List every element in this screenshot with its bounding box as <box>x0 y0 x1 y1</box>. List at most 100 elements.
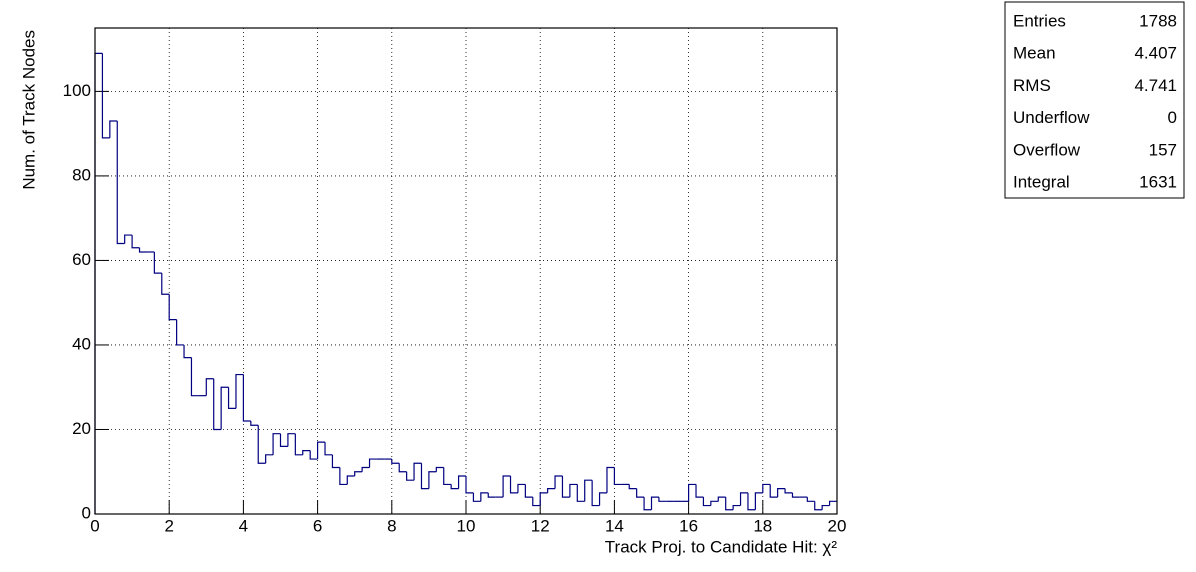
histogram-bin <box>777 488 786 498</box>
x-tick-label: 20 <box>828 516 847 535</box>
histogram-bin <box>576 484 585 502</box>
histogram-bin <box>406 471 415 481</box>
histogram-bin <box>628 484 637 490</box>
histogram-bin <box>220 386 229 430</box>
histogram-bin <box>272 433 281 455</box>
histogram-bin <box>168 294 177 321</box>
histogram-bin <box>725 497 734 511</box>
histogram-bin <box>346 475 355 485</box>
histogram-bin <box>584 479 593 502</box>
histogram-bin <box>710 500 719 506</box>
histogram-bin <box>131 235 140 249</box>
histogram-bin <box>109 120 118 138</box>
histogram-bin <box>391 459 400 464</box>
histogram-bin <box>828 500 837 506</box>
histogram-bin <box>279 433 288 447</box>
x-tick-label: 18 <box>753 516 772 535</box>
histogram-bin <box>294 433 303 456</box>
plot-frame <box>94 27 838 515</box>
x-tick-label: 8 <box>387 516 396 535</box>
y-axis-label: Num. of Track Nodes <box>19 30 38 190</box>
histogram-bin <box>420 463 429 490</box>
stats-value: 4.407 <box>1134 44 1177 63</box>
histogram-bin <box>472 492 481 502</box>
stats-value: 157 <box>1149 140 1177 159</box>
histogram-bin <box>509 475 518 494</box>
histogram-bin <box>554 475 563 489</box>
histogram-bin <box>465 475 474 494</box>
histogram-bin <box>502 475 511 498</box>
histogram-bin <box>257 425 266 464</box>
histogram-bin <box>524 484 533 498</box>
x-axis-label: Track Proj. to Candidate Hit: χ² <box>605 537 838 556</box>
stats-value: 0 <box>1168 108 1177 127</box>
histogram-bin <box>636 488 645 498</box>
histogram-bin <box>176 319 185 346</box>
histogram-bin <box>161 273 170 295</box>
histogram-bin <box>435 466 444 472</box>
y-tick-label: 80 <box>72 165 91 184</box>
histogram-bin <box>242 374 251 422</box>
histogram-bin <box>569 483 578 498</box>
histogram-bin <box>791 492 800 498</box>
y-tick-label: 0 <box>82 503 91 522</box>
histogram-bin <box>487 492 496 498</box>
histogram-bin <box>457 475 466 489</box>
histogram-bin <box>613 467 622 486</box>
histogram-bin <box>814 501 823 511</box>
x-tick-label: 0 <box>90 516 99 535</box>
histogram-bin <box>235 373 244 409</box>
x-tick-label: 14 <box>605 516 624 535</box>
histogram-bin <box>227 387 236 409</box>
histogram-bin <box>769 484 778 498</box>
histogram-bin <box>643 497 652 511</box>
x-tick-label: 6 <box>313 516 322 535</box>
histogram-bin <box>331 454 340 469</box>
histogram-bin <box>428 471 437 489</box>
histogram-bin <box>205 378 214 396</box>
stats-value: 4.741 <box>1134 76 1177 95</box>
histogram-bin <box>606 466 615 493</box>
histogram-bin <box>784 488 793 494</box>
stats-label: RMS <box>1013 76 1051 95</box>
y-tick-label: 100 <box>63 81 91 100</box>
histogram-bin <box>517 483 526 493</box>
histogram-bin <box>302 450 311 455</box>
histogram-bin <box>138 247 147 253</box>
y-tick-label: 60 <box>72 250 91 269</box>
histogram-bin <box>324 442 333 456</box>
x-tick-label: 10 <box>457 516 476 535</box>
stats-label: Entries <box>1013 11 1066 30</box>
histogram-bin <box>717 496 726 502</box>
histogram-bin <box>190 357 199 397</box>
histogram-bin <box>739 492 748 506</box>
histogram-bin <box>732 504 741 510</box>
x-tick-label: 4 <box>239 516 248 535</box>
histogram-bin <box>450 484 459 490</box>
histogram-bin <box>754 492 763 510</box>
histogram-bin <box>688 483 697 502</box>
stats-label: Underflow <box>1013 108 1090 127</box>
histogram-bin <box>317 441 326 460</box>
histogram-bin <box>532 497 541 507</box>
stats-label: Integral <box>1013 172 1070 191</box>
histogram-bin <box>309 450 318 460</box>
histogram-bin <box>821 504 830 510</box>
histogram-bin <box>650 496 659 510</box>
y-tick-label: 20 <box>72 419 91 438</box>
histogram-bin <box>116 120 125 245</box>
histogram-bin <box>287 433 296 447</box>
histogram-bin <box>547 488 556 493</box>
y-tick-label: 40 <box>72 334 91 353</box>
histogram-bin <box>354 471 363 476</box>
histogram-bin <box>480 492 489 502</box>
stats-value: 1631 <box>1139 172 1177 191</box>
stats-value: 1788 <box>1139 11 1177 30</box>
histogram-bin <box>250 421 259 426</box>
stats-box <box>1004 1 1185 199</box>
histogram-bin <box>94 52 103 514</box>
histogram-bin <box>183 344 192 359</box>
histogram-bin <box>806 497 815 502</box>
histogram-bin <box>539 492 548 506</box>
